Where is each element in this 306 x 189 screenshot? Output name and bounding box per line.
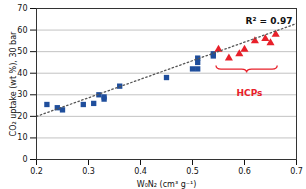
svg-text:50: 50	[17, 47, 27, 56]
svg-text:W₀N₂ (cm³ g⁻¹): W₀N₂ (cm³ g⁻¹)	[137, 180, 197, 189]
svg-text:CO₂ uptake (wt %), 30 bar: CO₂ uptake (wt %), 30 bar	[9, 31, 18, 136]
svg-text:60: 60	[17, 26, 27, 35]
svg-text:0: 0	[22, 155, 27, 164]
svg-text:10: 10	[17, 133, 27, 142]
svg-text:0.3: 0.3	[82, 167, 95, 176]
svg-text:30: 30	[17, 90, 27, 99]
svg-text:0.4: 0.4	[134, 167, 147, 176]
svg-text:R² = 0.97: R² = 0.97	[246, 16, 293, 26]
svg-text:0.2: 0.2	[30, 167, 43, 176]
svg-text:70: 70	[17, 4, 27, 13]
svg-text:0.6: 0.6	[238, 167, 251, 176]
svg-text:40: 40	[17, 69, 27, 78]
svg-text:0.7: 0.7	[290, 167, 303, 176]
svg-text:HCPs: HCPs	[237, 88, 263, 98]
svg-text:0.5: 0.5	[186, 167, 199, 176]
svg-text:20: 20	[17, 112, 27, 121]
